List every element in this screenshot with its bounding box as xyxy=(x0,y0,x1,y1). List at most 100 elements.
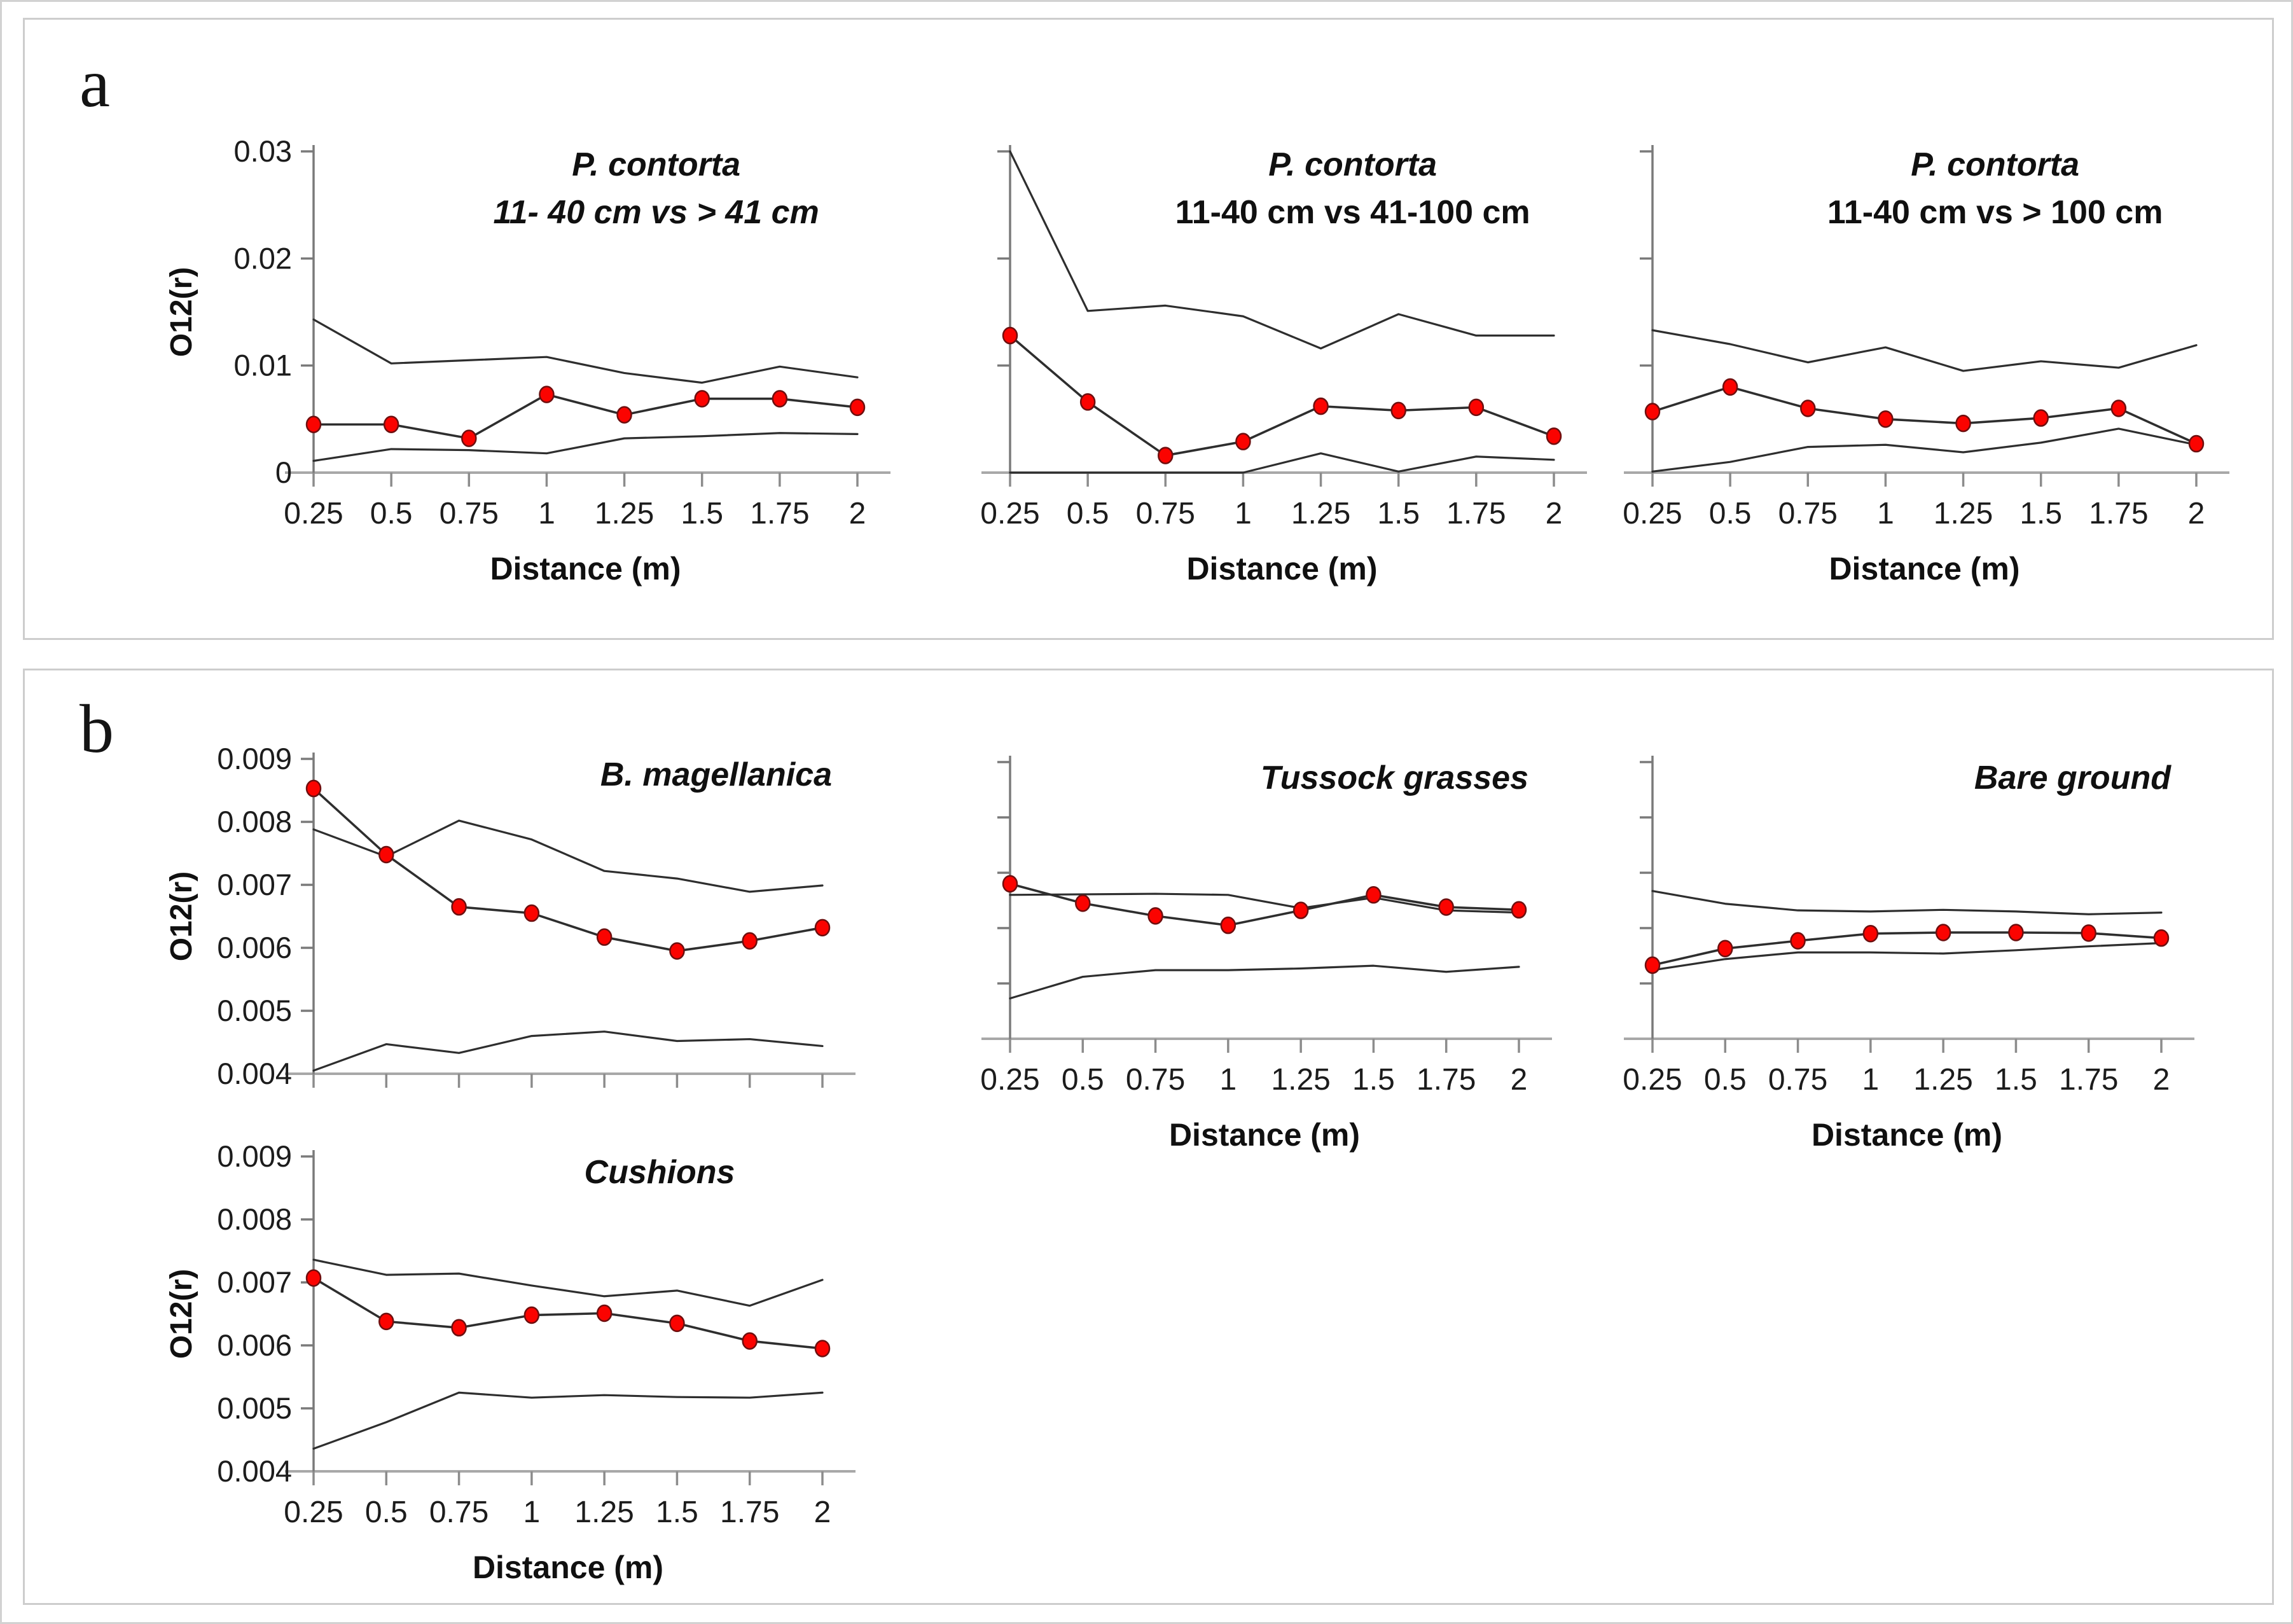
x-tick-label: 1.75 xyxy=(2089,497,2148,531)
data-point-marker xyxy=(523,1306,540,1324)
data-point-marker xyxy=(669,1314,685,1333)
x-tick-label: 1.5 xyxy=(656,1496,698,1529)
chart-p-contorta-11-40-vs-100: 0.25 0.5 0.75 1 1.25 1.5 1.75 2 P. contorta 11-40… xyxy=(1623,145,2229,586)
x-tick-label: 0.25 xyxy=(284,497,343,531)
chart-title: Bare ground xyxy=(1974,760,2172,796)
x-tick-label: 1 xyxy=(523,1496,541,1529)
data-point-marker xyxy=(1722,378,1738,396)
envelope-line xyxy=(312,1031,824,1072)
y-axis-title: O12(r) xyxy=(165,871,198,961)
chart-title: P. contorta xyxy=(572,146,740,183)
x-tick-label: 1.5 xyxy=(2019,497,2062,531)
panel-a-label: a xyxy=(80,46,110,121)
x-tick-label: 2 xyxy=(2188,497,2205,531)
observed-line xyxy=(312,1277,824,1350)
data-point-marker xyxy=(1935,924,1951,941)
data-point-marker xyxy=(2188,434,2205,453)
data-point-marker xyxy=(694,390,710,408)
x-tick-label: 1.25 xyxy=(574,1496,634,1529)
x-tick-label: 0.5 xyxy=(1704,1063,1747,1097)
observed-line xyxy=(1009,882,1520,927)
x-tick-label: 0.5 xyxy=(370,497,413,531)
x-axis-title: Distance (m) xyxy=(1829,551,2019,586)
y-tick-label: 0.004 xyxy=(217,1057,292,1090)
chart-title: Tussock grasses xyxy=(1261,760,1528,796)
data-point-marker xyxy=(1717,940,1733,957)
x-tick-label: 1.25 xyxy=(595,497,654,531)
x-tick-label: 1 xyxy=(1235,497,1252,531)
x-tick-label: 1.25 xyxy=(1934,497,1993,531)
x-tick-label: 2 xyxy=(814,1496,831,1529)
x-axis-title: Distance (m) xyxy=(473,1550,663,1585)
x-axis-title: Distance (m) xyxy=(1169,1117,1360,1153)
data-point-marker xyxy=(1644,403,1661,420)
x-tick-label: 0.5 xyxy=(365,1496,408,1529)
panel-b-label: b xyxy=(80,691,114,767)
data-point-marker xyxy=(1878,410,1894,428)
data-point-marker xyxy=(451,1319,467,1337)
observed-line xyxy=(1651,931,2163,967)
envelope-line xyxy=(312,318,859,384)
x-tick-label: 0.75 xyxy=(440,497,499,531)
data-point-marker xyxy=(2110,399,2127,417)
data-point-marker xyxy=(1955,414,1971,433)
x-tick-label: 1.5 xyxy=(1995,1063,2037,1097)
data-point-marker xyxy=(1366,886,1382,904)
data-point-marker xyxy=(2153,929,2170,947)
data-point-marker xyxy=(1468,398,1485,417)
y-tick-label: 0.03 xyxy=(234,134,292,168)
y-axis-title: O12(r) xyxy=(165,267,198,357)
x-tick-label: 2 xyxy=(1546,497,1563,531)
x-tick-label: 1 xyxy=(1220,1063,1237,1097)
y-tick-label: 0.008 xyxy=(217,1202,292,1236)
x-axis-title: Distance (m) xyxy=(490,551,681,586)
data-point-marker xyxy=(378,845,394,864)
x-tick-label: 0.5 xyxy=(1062,1063,1104,1097)
data-point-marker xyxy=(1313,397,1329,415)
chart-tussock-grasses: 0.25 0.5 0.75 1 1.25 1.5 1.75 2 Tussock grasses D… xyxy=(980,756,1552,1153)
chart-cushions: 0.004 0.005 0.006 0.007 0.008 0.009 0.25 0.5 0.7… xyxy=(165,1139,856,1585)
chart-subtitle: 11-40 cm vs 41-100 cm xyxy=(1175,194,1530,231)
data-point-marker xyxy=(849,398,866,417)
data-point-marker xyxy=(742,1332,758,1350)
panel-a xyxy=(23,18,2274,640)
chart-p-contorta-11-40-vs-41: 0 0.01 0.02 0.03 0.25 0.5 0.75 1 1.25 1.5 1.75 2 P. … xyxy=(165,134,890,586)
data-point-marker xyxy=(1790,932,1806,950)
envelope-line xyxy=(1009,452,1555,474)
x-tick-label: 1.25 xyxy=(1291,497,1350,531)
y-tick-label: 0.009 xyxy=(217,1139,292,1173)
envelope-line xyxy=(1651,427,2198,473)
x-tick-label: 1.25 xyxy=(1271,1063,1330,1097)
y-tick-label: 0.008 xyxy=(217,805,292,838)
y-tick-label: 0.005 xyxy=(217,1391,292,1425)
x-tick-label: 1.5 xyxy=(681,497,723,531)
data-point-marker xyxy=(596,1304,613,1322)
y-tick-label: 0.01 xyxy=(234,349,292,382)
x-tick-label: 1 xyxy=(1862,1063,1880,1097)
data-point-marker xyxy=(539,385,555,403)
x-tick-label: 0.75 xyxy=(1778,497,1838,531)
x-axis-title: Distance (m) xyxy=(1186,551,1377,586)
y-tick-label: 0.006 xyxy=(217,1328,292,1362)
x-tick-label: 2 xyxy=(2153,1063,2170,1097)
data-point-marker xyxy=(2008,924,2024,941)
x-tick-label: 1.75 xyxy=(1417,1063,1476,1097)
y-tick-label: 0 xyxy=(275,455,292,489)
envelope-line xyxy=(1651,890,2163,915)
data-point-marker xyxy=(1390,401,1406,420)
data-point-marker xyxy=(616,406,632,424)
chart-title: P. contorta xyxy=(1268,146,1437,183)
x-tick-label: 0.25 xyxy=(284,1496,343,1529)
x-tick-label: 0.75 xyxy=(429,1496,488,1529)
x-tick-label: 1.5 xyxy=(1352,1063,1395,1097)
x-tick-label: 1.5 xyxy=(1377,497,1420,531)
x-tick-label: 0.75 xyxy=(1126,1063,1185,1097)
envelope-line xyxy=(312,1258,824,1307)
x-tick-label: 0.5 xyxy=(1067,497,1109,531)
x-tick-label: 1 xyxy=(1877,497,1894,531)
x-tick-label: 1.75 xyxy=(720,1496,779,1529)
y-axis-title: O12(r) xyxy=(165,1269,198,1359)
y-tick-label: 0.006 xyxy=(217,931,292,964)
observed-line xyxy=(312,787,824,952)
